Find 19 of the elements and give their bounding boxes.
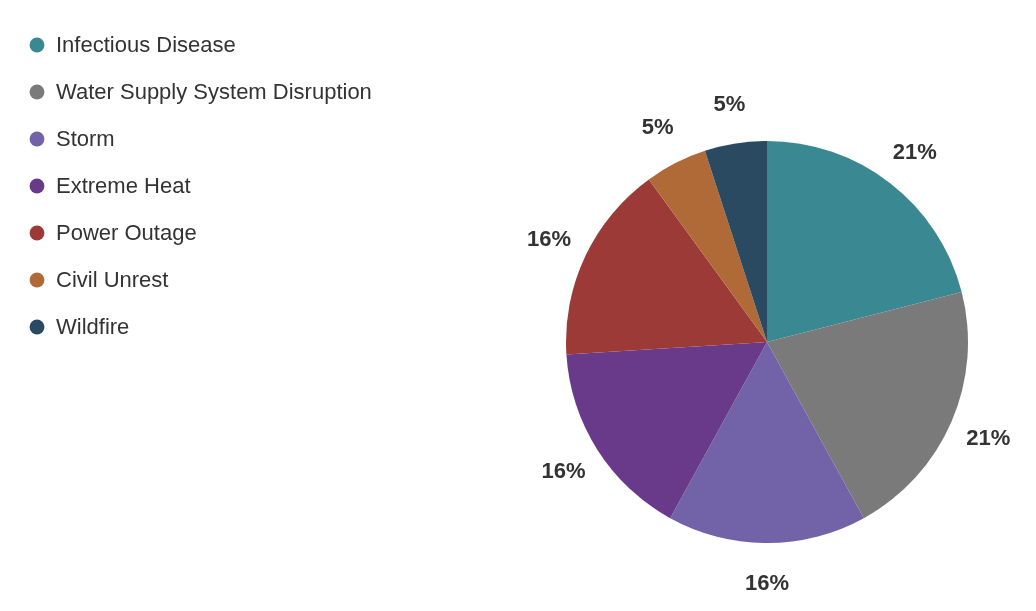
pie-slice bbox=[704, 141, 767, 342]
data-label: 5% bbox=[641, 114, 674, 140]
data-label: 16% bbox=[744, 570, 790, 595]
legend-label: Infectious Disease bbox=[56, 32, 236, 57]
legend-label: Storm bbox=[56, 126, 115, 151]
data-label: 5% bbox=[713, 90, 746, 116]
data-label: 21% bbox=[892, 138, 937, 164]
legend-label: Extreme Heat bbox=[56, 173, 191, 198]
data-label: 16% bbox=[541, 458, 586, 484]
legend-label: Water Supply System Disruption bbox=[56, 79, 372, 104]
legend-label: Civil Unrest bbox=[56, 267, 169, 292]
pie-slice bbox=[767, 292, 968, 519]
legend-label: Power Outage bbox=[56, 220, 197, 245]
data-label: 21% bbox=[966, 424, 1011, 450]
data-label: 16% bbox=[526, 226, 571, 252]
pie-slice bbox=[670, 342, 864, 543]
pie-slice bbox=[648, 150, 767, 342]
legend-label: Wildfire bbox=[56, 314, 130, 339]
pie-slice bbox=[767, 141, 962, 342]
